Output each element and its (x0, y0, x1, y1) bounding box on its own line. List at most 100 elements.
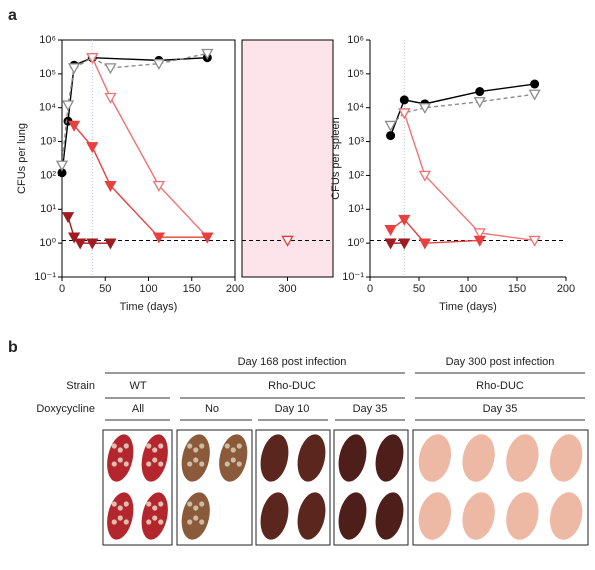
treatment: Day 35 (483, 403, 518, 415)
x-axis-label: Time (days) (120, 301, 178, 313)
lesion (158, 501, 164, 507)
data-point (528, 235, 541, 247)
data-point (418, 238, 431, 250)
data-point (530, 79, 540, 89)
series-line (91, 57, 208, 238)
x-tick-label: 50 (413, 283, 425, 295)
y-tick-label: 10⁶ (39, 34, 56, 46)
y-tick-label: 10⁶ (347, 34, 364, 46)
lung-lobe (506, 492, 539, 540)
series-line (61, 56, 208, 173)
y-tick-label: 10² (40, 169, 56, 181)
x-tick-label: 50 (99, 283, 111, 295)
lesion (158, 461, 164, 467)
lesion (123, 443, 129, 449)
data-point (86, 53, 99, 65)
y-tick-label: 10⁵ (347, 68, 364, 80)
lung-lobe (506, 434, 539, 482)
data-point (384, 120, 397, 132)
x-tick-label: 200 (226, 283, 244, 295)
treatment: Day 10 (275, 403, 310, 415)
lung-lobe (260, 492, 289, 540)
y-tick-label: 10⁰ (39, 237, 56, 249)
data-point (473, 228, 486, 240)
lesion (117, 515, 123, 521)
lesion (199, 443, 205, 449)
data-point (68, 63, 81, 75)
lesion (117, 447, 123, 453)
lesion (123, 501, 129, 507)
x-tick-label: 0 (367, 283, 373, 295)
panel-label: a (8, 7, 17, 24)
y-tick-label: 10⁰ (347, 237, 364, 249)
x-tick-label: 300 (278, 283, 296, 295)
lesion (111, 461, 117, 467)
lung-lobe (418, 492, 452, 540)
lesion (187, 461, 193, 467)
series-line (403, 112, 535, 242)
treatment: Day 35 (353, 403, 388, 415)
panel-label: b (8, 339, 18, 356)
data-point (399, 95, 409, 105)
lesion (230, 447, 236, 453)
lung-lobe (375, 434, 404, 482)
lesion (117, 457, 123, 463)
lung-lobe (549, 434, 583, 482)
strain: Rho-DUC (476, 380, 524, 392)
data-point (104, 238, 117, 250)
data-point (201, 232, 214, 244)
lesion (187, 501, 193, 507)
data-point (398, 108, 411, 120)
data-point (86, 142, 99, 154)
series-line (61, 52, 208, 166)
lesion (111, 501, 117, 507)
treatment: All (132, 403, 144, 415)
data-point (475, 87, 485, 97)
lung-lobe (297, 492, 326, 540)
strain: WT (129, 380, 146, 392)
lesion (199, 501, 205, 507)
data-point (398, 238, 411, 250)
y-tick-label: 10¹ (348, 203, 364, 215)
data-point (398, 214, 411, 226)
y-axis-label: CFUs per spleen (330, 117, 342, 200)
lesion (187, 443, 193, 449)
data-point (418, 170, 431, 182)
x-tick-label: 200 (557, 283, 575, 295)
lesion (193, 515, 199, 521)
lesion (152, 447, 158, 453)
x-tick-label: 150 (183, 283, 201, 295)
lung-lobe (375, 492, 404, 540)
series-line (390, 93, 535, 126)
lung-lobe (338, 492, 367, 540)
data-point (57, 168, 67, 178)
lesion (193, 447, 199, 453)
lesion (193, 505, 199, 511)
series-line (389, 83, 535, 136)
y-tick-label: 10⁻¹ (342, 271, 364, 283)
y-axis-label: CFUs per lung (16, 123, 28, 194)
data-point (68, 120, 81, 132)
lesion (199, 461, 205, 467)
lung-lobe (462, 492, 495, 540)
lesion (230, 457, 236, 463)
data-point (201, 48, 214, 60)
data-point (152, 180, 165, 192)
lesion (224, 461, 230, 467)
lesion (236, 443, 242, 449)
lung-lobe (462, 434, 495, 482)
lesion (146, 443, 152, 449)
lung-lobe (418, 434, 452, 482)
data-point (104, 180, 117, 192)
header: Day 300 post infection (446, 356, 555, 368)
data-point (152, 232, 165, 244)
lesion (158, 519, 164, 525)
lesion (199, 519, 205, 525)
strain: Rho-DUC (268, 380, 316, 392)
lesion (193, 457, 199, 463)
data-point (384, 225, 397, 237)
lesion (236, 461, 242, 467)
lesion (111, 443, 117, 449)
lung-lobe (549, 492, 583, 540)
data-point (384, 238, 397, 250)
